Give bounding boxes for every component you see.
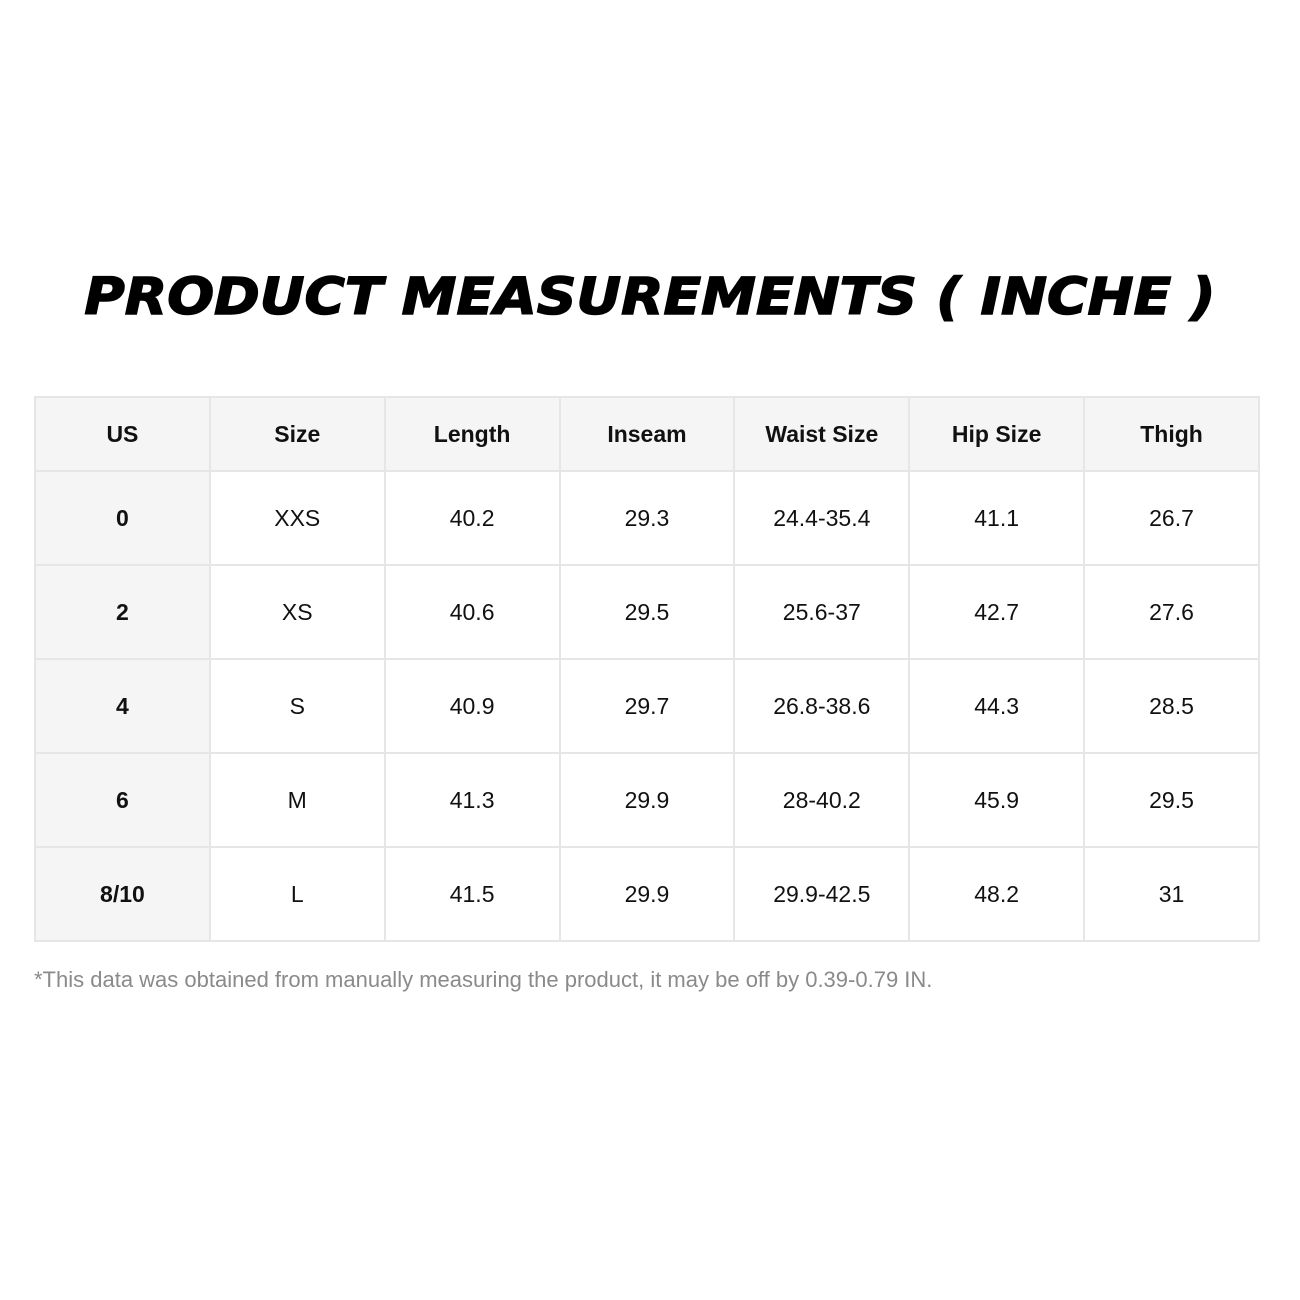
table-row: 2 XS 40.6 29.5 25.6-37 42.7 27.6 (34, 564, 1260, 660)
measurement-note: *This data was obtained from manually me… (34, 967, 933, 992)
table-cell: 40.9 (383, 658, 561, 754)
table-cell: 25.6-37 (733, 564, 911, 660)
column-header: Size (208, 396, 386, 472)
table-cell: 29.5 (1083, 752, 1260, 848)
table-cell: XS (208, 564, 386, 660)
table-cell: 31 (1083, 846, 1260, 942)
column-header: Waist Size (733, 396, 911, 472)
table-cell: L (208, 846, 386, 942)
table-cell: 29.3 (558, 470, 736, 566)
table-cell: 45.9 (908, 752, 1086, 848)
table-cell: 44.3 (908, 658, 1086, 754)
table-cell: XXS (208, 470, 386, 566)
table-cell: M (208, 752, 386, 848)
column-header: Thigh (1083, 396, 1260, 472)
table-cell: 2 (34, 564, 211, 660)
table-cell: 41.3 (383, 752, 561, 848)
table-cell: 6 (34, 752, 211, 848)
table-cell: 29.9 (558, 846, 736, 942)
table-cell: 29.5 (558, 564, 736, 660)
table-cell: 48.2 (908, 846, 1086, 942)
table-cell: 0 (34, 470, 211, 566)
table-cell: 26.7 (1083, 470, 1260, 566)
table-cell: 4 (34, 658, 211, 754)
table-cell: 40.6 (383, 564, 561, 660)
table-cell: 29.7 (558, 658, 736, 754)
table-cell: 42.7 (908, 564, 1086, 660)
table-header-row: US Size Length Inseam Waist Size Hip Size Thig… (34, 396, 1260, 472)
table-cell: 8/10 (34, 846, 211, 942)
table-cell: 29.9 (558, 752, 736, 848)
page-title: PRODUCT MEASUREMENTS ( INCHE ) (84, 267, 1217, 328)
table-cell: 41.1 (908, 470, 1086, 566)
table-cell: 28-40.2 (733, 752, 911, 848)
size-chart-table: US Size Length Inseam Waist Size Hip Size Thig… (34, 396, 1260, 942)
column-header: US (34, 396, 211, 472)
table-row: 8/10 L 41.5 29.9 29.9-42.5 48.2 31 (34, 846, 1260, 942)
table-cell: 40.2 (383, 470, 561, 566)
table-row: 0 XXS 40.2 29.3 24.4-35.4 41.1 26.7 (34, 470, 1260, 566)
table-cell: 29.9-42.5 (733, 846, 911, 942)
table-cell: 24.4-35.4 (733, 470, 911, 566)
table-cell: S (208, 658, 386, 754)
column-header: Length (383, 396, 561, 472)
table-cell: 26.8-38.6 (733, 658, 911, 754)
table-cell: 27.6 (1083, 564, 1260, 660)
column-header: Inseam (558, 396, 736, 472)
table-cell: 41.5 (383, 846, 561, 942)
table-cell: 28.5 (1083, 658, 1260, 754)
column-header: Hip Size (908, 396, 1086, 472)
table-row: 4 S 40.9 29.7 26.8-38.6 44.3 28.5 (34, 658, 1260, 754)
table-row: 6 M 41.3 29.9 28-40.2 45.9 29.5 (34, 752, 1260, 848)
